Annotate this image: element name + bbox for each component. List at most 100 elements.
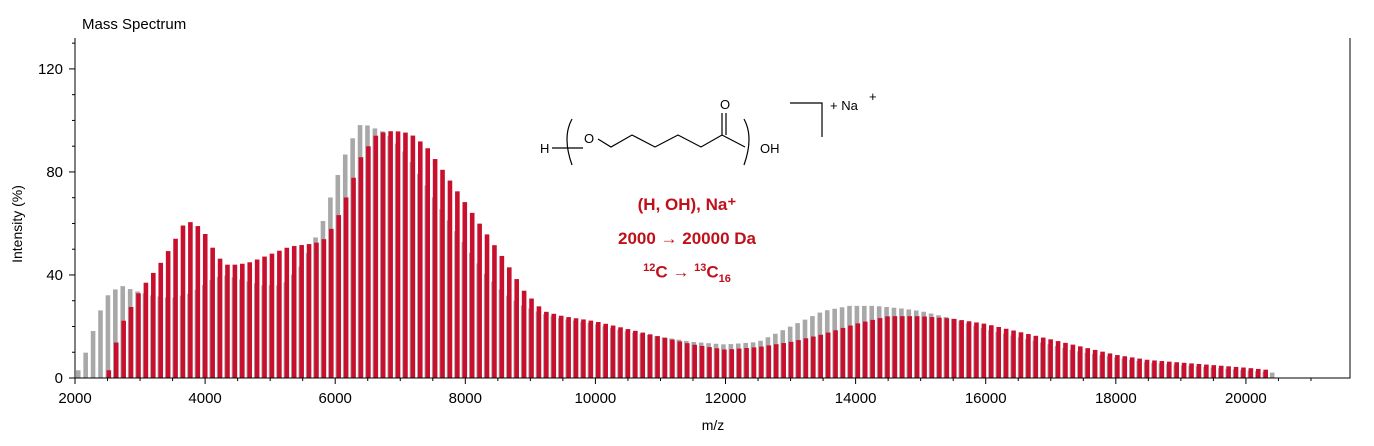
grey-peak-bar xyxy=(75,370,81,378)
red-peak-bar xyxy=(351,177,356,378)
red-peak-bar xyxy=(225,264,230,378)
red-peak-bar xyxy=(1055,341,1061,378)
red-peak-bar xyxy=(536,306,542,378)
plot-border xyxy=(74,38,1351,379)
red-peak-bar xyxy=(1152,360,1157,378)
red-peak-bar xyxy=(951,318,957,378)
red-peak-bar xyxy=(944,318,950,378)
red-peak-bar xyxy=(699,345,705,378)
red-peak-bar xyxy=(1218,365,1224,378)
red-peak-bar xyxy=(633,330,638,378)
isotope-from-mass: 12 xyxy=(643,262,656,274)
red-peak-bar xyxy=(974,322,979,378)
red-peak-bar xyxy=(1122,356,1128,378)
red-peak-bar xyxy=(714,348,720,378)
red-peak-bar xyxy=(677,341,683,378)
red-peak-bar xyxy=(136,293,141,378)
red-peak-bar xyxy=(373,135,379,378)
red-peak-bar xyxy=(855,323,861,378)
polymer-structure xyxy=(552,102,823,166)
red-peak-bar xyxy=(707,347,712,378)
red-peak-bar xyxy=(232,264,238,378)
red-peak-bar xyxy=(321,239,327,378)
red-peak-bar xyxy=(877,318,883,378)
red-peak-bar xyxy=(1226,366,1231,378)
red-peak-bar xyxy=(996,327,1002,378)
red-peak-bar xyxy=(862,321,868,378)
red-peak-bar xyxy=(1048,339,1053,378)
red-peak-bar xyxy=(684,343,690,378)
red-peak-bar xyxy=(455,191,460,378)
red-peak-bar xyxy=(329,228,334,378)
red-peak-bar xyxy=(425,148,431,378)
red-peak-bar xyxy=(736,348,742,378)
red-peak-bar xyxy=(343,197,349,378)
red-peak-bar xyxy=(870,319,875,378)
red-peak-bar xyxy=(729,349,735,378)
red-peak-bar xyxy=(618,327,623,378)
red-peak-bar xyxy=(1040,337,1046,378)
red-peak-bar xyxy=(380,132,386,378)
x-tick-label: 8000 xyxy=(449,390,482,407)
adduct-label: + Na xyxy=(830,98,859,113)
red-peak-bar xyxy=(1078,346,1083,378)
y-tick-label: 40 xyxy=(46,267,63,284)
red-peak-bar xyxy=(1085,348,1091,378)
red-peak-bar xyxy=(989,325,994,378)
red-peak-bar xyxy=(625,329,631,378)
structure-adduct-bracket xyxy=(790,102,823,137)
red-peak-bar xyxy=(173,238,178,378)
red-peak-bar xyxy=(1181,362,1187,378)
grey-peak-bar xyxy=(90,331,96,378)
red-peak-bar xyxy=(1092,349,1098,378)
red-peak-bar xyxy=(566,317,571,378)
red-peak-bar xyxy=(610,325,616,378)
red-peak-bar xyxy=(277,250,282,378)
red-peak-bar xyxy=(1070,344,1076,378)
red-peak-bar xyxy=(1263,369,1268,378)
end-group-right: OH xyxy=(760,141,780,156)
red-peak-bar xyxy=(1174,362,1179,378)
red-peak-bar xyxy=(432,159,438,378)
red-peak-bar xyxy=(670,339,675,378)
red-peak-bar xyxy=(907,316,913,378)
y-tick-label: 120 xyxy=(38,61,63,78)
red-peak-bar xyxy=(1137,358,1142,378)
red-peak-bar xyxy=(1241,367,1246,378)
red-peak-bar xyxy=(811,336,816,378)
red-peak-bar xyxy=(499,255,505,378)
red-peak-bar xyxy=(603,323,608,378)
red-peak-bar xyxy=(581,319,586,378)
red-peak-bar xyxy=(1255,368,1261,378)
red-peak-bar xyxy=(1033,335,1039,378)
red-peak-bar xyxy=(1107,353,1113,378)
red-peak-bar xyxy=(106,370,112,378)
red-peak-bar xyxy=(121,320,126,378)
red-peak-bar xyxy=(840,327,846,378)
spectrum-bars xyxy=(75,125,1275,378)
red-peak-bar xyxy=(180,225,186,378)
isotope-from-symbol: C → xyxy=(655,262,695,282)
red-peak-bar xyxy=(1115,355,1120,378)
red-peak-bar xyxy=(1129,357,1135,378)
y-tick-label: 0 xyxy=(55,370,63,387)
red-peak-bar xyxy=(247,262,253,378)
red-peak-bar xyxy=(1233,366,1239,378)
plot-frame xyxy=(74,38,1351,379)
grey-peak-bar xyxy=(83,352,88,378)
red-peak-bar xyxy=(781,343,786,378)
x-tick-label: 2000 xyxy=(58,390,91,407)
red-peak-bar xyxy=(143,282,149,378)
adduct-charge: + xyxy=(869,89,877,104)
red-peak-bar xyxy=(195,226,201,378)
red-peak-bar xyxy=(1196,363,1202,378)
red-peak-bar xyxy=(1211,365,1217,378)
y-tick-label: 80 xyxy=(46,164,63,181)
x-tick-label: 12000 xyxy=(705,390,747,407)
red-peak-bar xyxy=(833,330,838,378)
red-peak-bar xyxy=(803,338,809,378)
red-peak-bar xyxy=(462,202,468,378)
red-peak-bar xyxy=(937,317,942,378)
red-peak-bar xyxy=(766,345,772,378)
